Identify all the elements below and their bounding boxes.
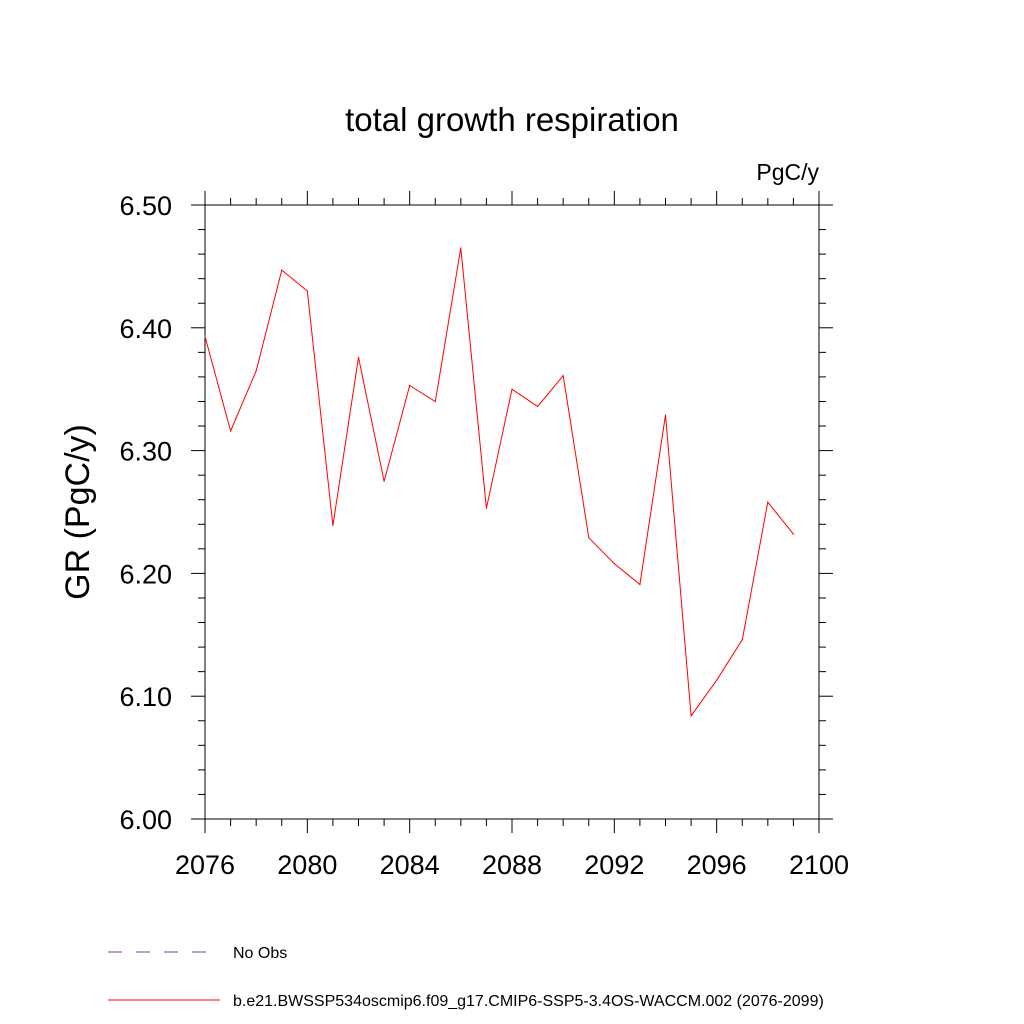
data-point (639, 583, 641, 586)
data-point (255, 370, 257, 372)
y-tick-label: 6.20 (119, 559, 172, 589)
y-tick-label: 6.30 (119, 437, 172, 467)
y-tick-labels: 6.00 6.10 6.20 6.30 6.40 6.50 (119, 191, 172, 835)
chart-title: total growth respiration (345, 101, 679, 138)
x-tick-label: 2096 (687, 850, 747, 880)
data-point (460, 247, 462, 249)
y-axis-label: GR (PgC/y) (59, 424, 97, 600)
data-point (485, 507, 488, 509)
x-tick-labels: 2076 2080 2084 2088 2092 2096 2100 (175, 850, 849, 880)
data-point (229, 430, 232, 432)
legend: No Obs b.e21.BWSSP534oscmip6.f09_g17.CMI… (108, 945, 824, 1010)
data-point (357, 356, 360, 358)
data-point (511, 388, 513, 390)
data-point (716, 679, 718, 681)
data-point (306, 290, 308, 292)
y-tick-label: 6.40 (119, 314, 172, 344)
x-tick-label: 2084 (380, 850, 440, 880)
y-tick-label: 6.50 (119, 191, 172, 221)
data-point (536, 405, 539, 407)
data-point (613, 562, 615, 565)
data-point (767, 501, 769, 503)
data-point (690, 715, 692, 717)
legend-label-no-obs: No Obs (233, 945, 287, 962)
x-tick-label: 2076 (175, 850, 235, 880)
data-point (664, 414, 667, 416)
x-tick-label: 2092 (584, 850, 644, 880)
x-tick-label: 2100 (789, 850, 849, 880)
x-tick-label: 2080 (277, 850, 337, 880)
y-tick-label: 6.00 (119, 805, 172, 835)
legend-label-series: b.e21.BWSSP534oscmip6.f09_g17.CMIP6-SSP5… (233, 993, 824, 1010)
data-point (434, 400, 436, 403)
series-layer (204, 247, 795, 718)
data-point (204, 335, 206, 337)
data-point (741, 639, 743, 641)
plot-frame (204, 204, 820, 820)
data-point (281, 269, 283, 271)
data-point (562, 375, 564, 377)
units-label: PgC/y (756, 159, 819, 185)
data-point (383, 480, 385, 482)
axis-ticks (191, 191, 833, 833)
data-point (792, 533, 795, 535)
series-line (204, 247, 794, 718)
data-point (409, 384, 411, 387)
data-point (332, 524, 334, 527)
x-tick-label: 2088 (482, 850, 542, 880)
y-tick-label: 6.10 (119, 682, 172, 712)
data-point (588, 537, 590, 539)
